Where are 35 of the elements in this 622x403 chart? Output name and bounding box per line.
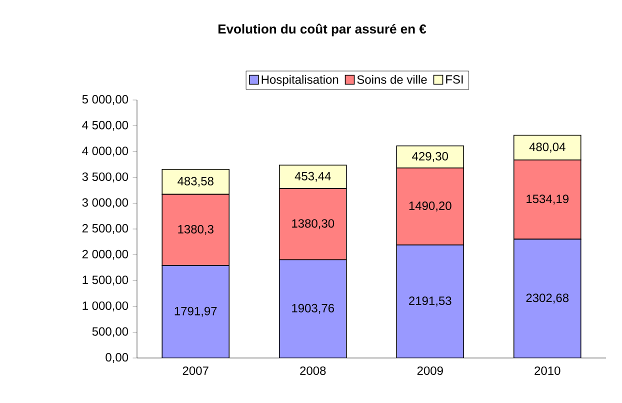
bar: [278, 259, 347, 358]
y-tick-label: 2 000,00: [82, 250, 128, 260]
y-tick-label: 1 500,00: [82, 276, 128, 286]
x-tick-label: 2008: [300, 366, 326, 375]
data-label: 1534,19: [526, 194, 568, 205]
x-tick-label: 2010: [534, 366, 560, 375]
legend-label: Soins de ville: [357, 74, 427, 84]
y-tick-label: 4 500,00: [82, 120, 128, 131]
data-label: 453,44: [294, 172, 331, 182]
y-tick-label: 4 000,00: [82, 146, 128, 157]
y-tick-label: 500,00: [92, 327, 128, 338]
bar: [162, 265, 230, 358]
data-label: 1791,97: [174, 306, 217, 317]
y-tick-label: 3 500,00: [82, 172, 128, 182]
y-tick-label: 2 500,00: [82, 224, 128, 234]
x-tick-label: 2009: [417, 366, 443, 375]
legend-label: Hospitalisation: [262, 74, 338, 86]
data-label: 1380,3: [178, 224, 214, 235]
y-tick-label: 5 000,00: [82, 95, 128, 105]
y-tick-label: 3 000,00: [82, 198, 128, 208]
y-tick-label: 0,00: [106, 353, 128, 363]
chart-title: Evolution du coût par assuré en €: [218, 24, 426, 36]
data-label: 1380,30: [292, 219, 334, 230]
data-label: 1903,76: [292, 304, 334, 314]
data-label: 480,04: [529, 142, 566, 153]
data-label: 2191,53: [409, 296, 452, 306]
data-label: 2302,68: [526, 294, 569, 304]
y-tick-label: 1 000,00: [82, 301, 128, 312]
data-label: 1490,20: [409, 202, 452, 212]
x-tick-label: 2007: [182, 366, 208, 375]
data-label: 483,58: [178, 176, 214, 187]
legend-label: FSI: [446, 75, 463, 84]
bar: [396, 244, 464, 358]
bar: [513, 238, 582, 358]
data-label: 429,30: [412, 152, 448, 162]
